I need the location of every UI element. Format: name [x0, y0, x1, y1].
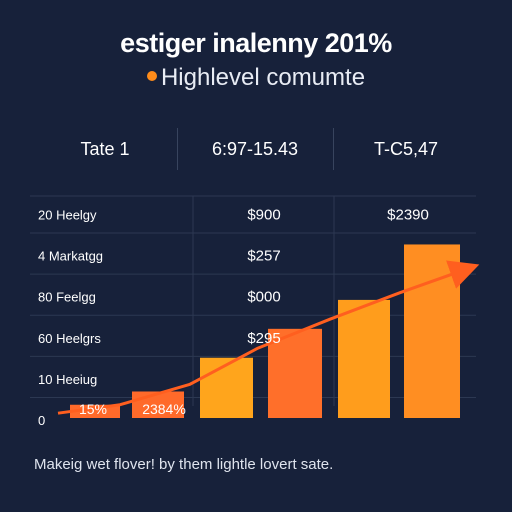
- row-label: 20 Heelgy: [38, 208, 97, 223]
- footnote: Makeig wet flover! by them lightle lover…: [34, 456, 334, 473]
- row-label: 10 Heeiug: [38, 372, 97, 387]
- chart-title: estiger inalenny 201%: [120, 28, 392, 58]
- trend-line: [57, 260, 480, 415]
- chart-subtitle-text: Highlevel comumte: [160, 64, 366, 91]
- header-cell-1: Tate 1: [80, 139, 130, 159]
- row-label: 80 Feelgg: [38, 290, 96, 305]
- cell-value: $000: [247, 289, 280, 306]
- row-label: 4 Markatgg: [38, 249, 103, 264]
- header-row: Tate 1 6:97-15.43 T-C5,47: [30, 124, 482, 174]
- bar: [132, 391, 184, 418]
- header-divider: [177, 128, 178, 170]
- cell-value: $257: [247, 248, 280, 265]
- cell-value: $295: [247, 330, 280, 347]
- chart-subtitle: Highlevel comumte: [0, 64, 512, 92]
- bar: [404, 244, 460, 418]
- bar: [338, 299, 390, 418]
- cell-value: $900: [247, 207, 280, 224]
- bar: [268, 328, 322, 418]
- header-cell-3: T-C5,47: [373, 139, 439, 159]
- cell-value: $2390: [387, 207, 429, 224]
- header-cell-2: 6:97-15.43: [211, 139, 299, 159]
- header-divider: [333, 128, 334, 170]
- bar: [200, 357, 253, 418]
- bar: [70, 404, 120, 418]
- row-label: 0: [38, 413, 45, 428]
- row-label: 60 Heelgrs: [38, 331, 101, 346]
- orange-dot-icon: [146, 70, 157, 81]
- bar-value-label: 2384%: [142, 401, 186, 417]
- bar-value-label: 15%: [79, 401, 107, 417]
